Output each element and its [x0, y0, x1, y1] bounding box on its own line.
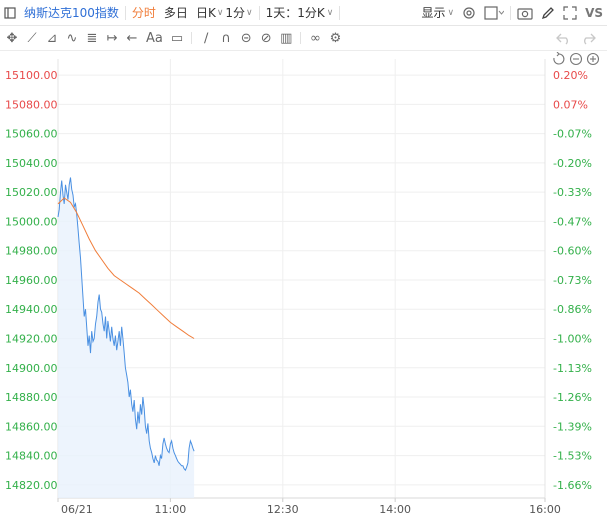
link-icon[interactable]: ∞	[310, 30, 321, 46]
tab-multiday[interactable]: 多日	[163, 6, 188, 20]
y-tick-label-left: 15100.00	[5, 69, 58, 82]
divider	[124, 5, 126, 20]
period-label: 1分	[225, 6, 246, 20]
x-tick-label: 11:00	[155, 503, 187, 516]
y-tick-label-left: 15040.00	[5, 157, 58, 170]
chart-svg: 15100.00 0.20% 15080.00 0.07% 15060.00 -0.07%…	[5, 51, 600, 516]
price-chart[interactable]: 15100.00 0.20% 15080.00 0.07% 15060.00 -0.07%…	[0, 51, 607, 518]
divider	[191, 32, 193, 44]
panel-toggle-icon[interactable]	[0, 0, 20, 25]
square-icon[interactable]	[480, 0, 508, 25]
symbol-name[interactable]: 纳斯达克100指数	[24, 6, 119, 20]
channel-tool-icon[interactable]: ⊿	[46, 30, 58, 46]
x-tick-label: 16:00	[529, 503, 561, 516]
y-tick-label-right: -1.66%	[553, 479, 592, 492]
note-tool-icon[interactable]: ▭	[170, 30, 184, 46]
display-label: 显示	[421, 6, 446, 20]
chevron-down-icon: ∨	[326, 7, 334, 18]
y-tick-label-right: 0.07%	[553, 98, 588, 111]
drawing-tools: ✥ ⟋ ⊿ ∿ ≣ ↦ ← Aa ▭ ∕ ∩ ⊝ ⊘ ▥ ∞ ⚙	[0, 30, 342, 46]
y-tick-label-left: 14820.00	[5, 479, 58, 492]
y-tick-label-right: -0.73%	[553, 274, 592, 287]
tab-kline[interactable]: 日K ∨ 1分 ∨	[192, 0, 257, 25]
wave-tool-icon[interactable]: ∿	[66, 30, 78, 46]
camera-icon[interactable]	[513, 0, 537, 25]
undo-icon[interactable]	[555, 31, 571, 45]
y-tick-label-left: 14920.00	[5, 332, 58, 345]
y-tick-label-right: -1.53%	[553, 450, 592, 463]
x-tick-label: 06/21	[61, 503, 93, 516]
y-tick-label-right: -1.26%	[553, 391, 592, 404]
magnet-icon[interactable]: ∩	[221, 30, 231, 46]
y-tick-label-right: -1.00%	[553, 332, 592, 345]
y-tick-label-left: 14900.00	[5, 362, 58, 375]
average-price-line	[57, 197, 195, 339]
price-area	[58, 177, 195, 498]
y-tick-label-left: 14960.00	[5, 274, 58, 287]
y-tick-label-right: -1.39%	[553, 420, 592, 433]
line-tool-icon[interactable]: ⟋	[27, 30, 37, 46]
zoom-in-icon[interactable]	[586, 52, 600, 66]
drawing-toolbar: ✥ ⟋ ⊿ ∿ ≣ ↦ ← Aa ▭ ∕ ∩ ⊝ ⊘ ▥ ∞ ⚙	[0, 26, 607, 51]
reset-zoom-icon[interactable]	[553, 51, 565, 65]
vs-compare-button[interactable]: VS	[585, 5, 603, 20]
tab-intraday[interactable]: 分时	[131, 6, 156, 20]
divider	[510, 5, 512, 20]
y-tick-label-left: 14860.00	[5, 420, 58, 433]
divider	[258, 5, 260, 20]
divider	[300, 32, 302, 44]
y-tick-label-left: 15000.00	[5, 215, 58, 228]
arrow-tool-icon[interactable]: ←	[126, 30, 138, 46]
fullscreen-icon[interactable]	[559, 0, 581, 25]
gear-icon[interactable]	[458, 0, 480, 25]
range-select[interactable]: 1天：1分K ∨	[262, 0, 338, 25]
y-tick-label-right: -0.60%	[553, 245, 592, 258]
delete-drawings-icon[interactable]: ▥	[280, 30, 293, 46]
redo-icon[interactable]	[581, 31, 597, 45]
y-tick-label-right: 0.20%	[553, 69, 588, 82]
y-tick-label-right: -0.33%	[553, 186, 592, 199]
top-toolbar: 纳斯达克100指数 分时 多日 日K ∨ 1分 ∨ 1天：1分K ∨ 显示 ∨ VS	[0, 0, 607, 26]
x-tick-label: 14:00	[379, 503, 411, 516]
chevron-down-icon: ∨	[246, 7, 253, 18]
range-label: 1天：1分K	[265, 6, 325, 20]
chevron-down-icon: ∨	[447, 7, 455, 18]
lock-drawings-icon[interactable]: ⊘	[260, 30, 272, 46]
pencil-icon[interactable]	[537, 0, 559, 25]
y-tick-label-left: 15080.00	[5, 98, 58, 111]
price-line	[57, 177, 195, 472]
move-icon[interactable]: ✥	[6, 30, 18, 46]
y-tick-label-left: 14940.00	[5, 303, 58, 316]
y-tick-label-left: 14880.00	[5, 391, 58, 404]
hide-drawings-icon[interactable]: ⊝	[240, 30, 252, 46]
y-tick-label-left: 15020.00	[5, 186, 58, 199]
y-tick-label-right: -0.20%	[553, 157, 592, 170]
y-tick-label-left: 14980.00	[5, 245, 58, 258]
text-tool-icon[interactable]: Aa	[146, 30, 163, 46]
y-tick-label-right: -0.07%	[553, 128, 592, 141]
kline-label: 日K	[195, 6, 216, 20]
x-tick-label: 12:30	[267, 503, 299, 516]
measure-tool-icon[interactable]: ↦	[106, 30, 118, 46]
display-menu[interactable]: 显示 ∨	[417, 0, 458, 25]
divider	[339, 5, 341, 20]
fib-tool-icon[interactable]: ≣	[86, 30, 98, 46]
y-tick-label-left: 15060.00	[5, 128, 58, 141]
y-tick-label-right: -0.86%	[553, 303, 592, 316]
chevron-down-icon: ∨	[216, 7, 224, 18]
eraser-icon[interactable]: ∕	[203, 30, 209, 46]
y-tick-label-left: 14840.00	[5, 450, 58, 463]
y-tick-label-right: -1.13%	[553, 362, 592, 375]
zoom-out-icon[interactable]	[569, 52, 583, 66]
y-tick-label-right: -0.47%	[553, 215, 592, 228]
drawing-settings-icon[interactable]: ⚙	[329, 30, 342, 46]
